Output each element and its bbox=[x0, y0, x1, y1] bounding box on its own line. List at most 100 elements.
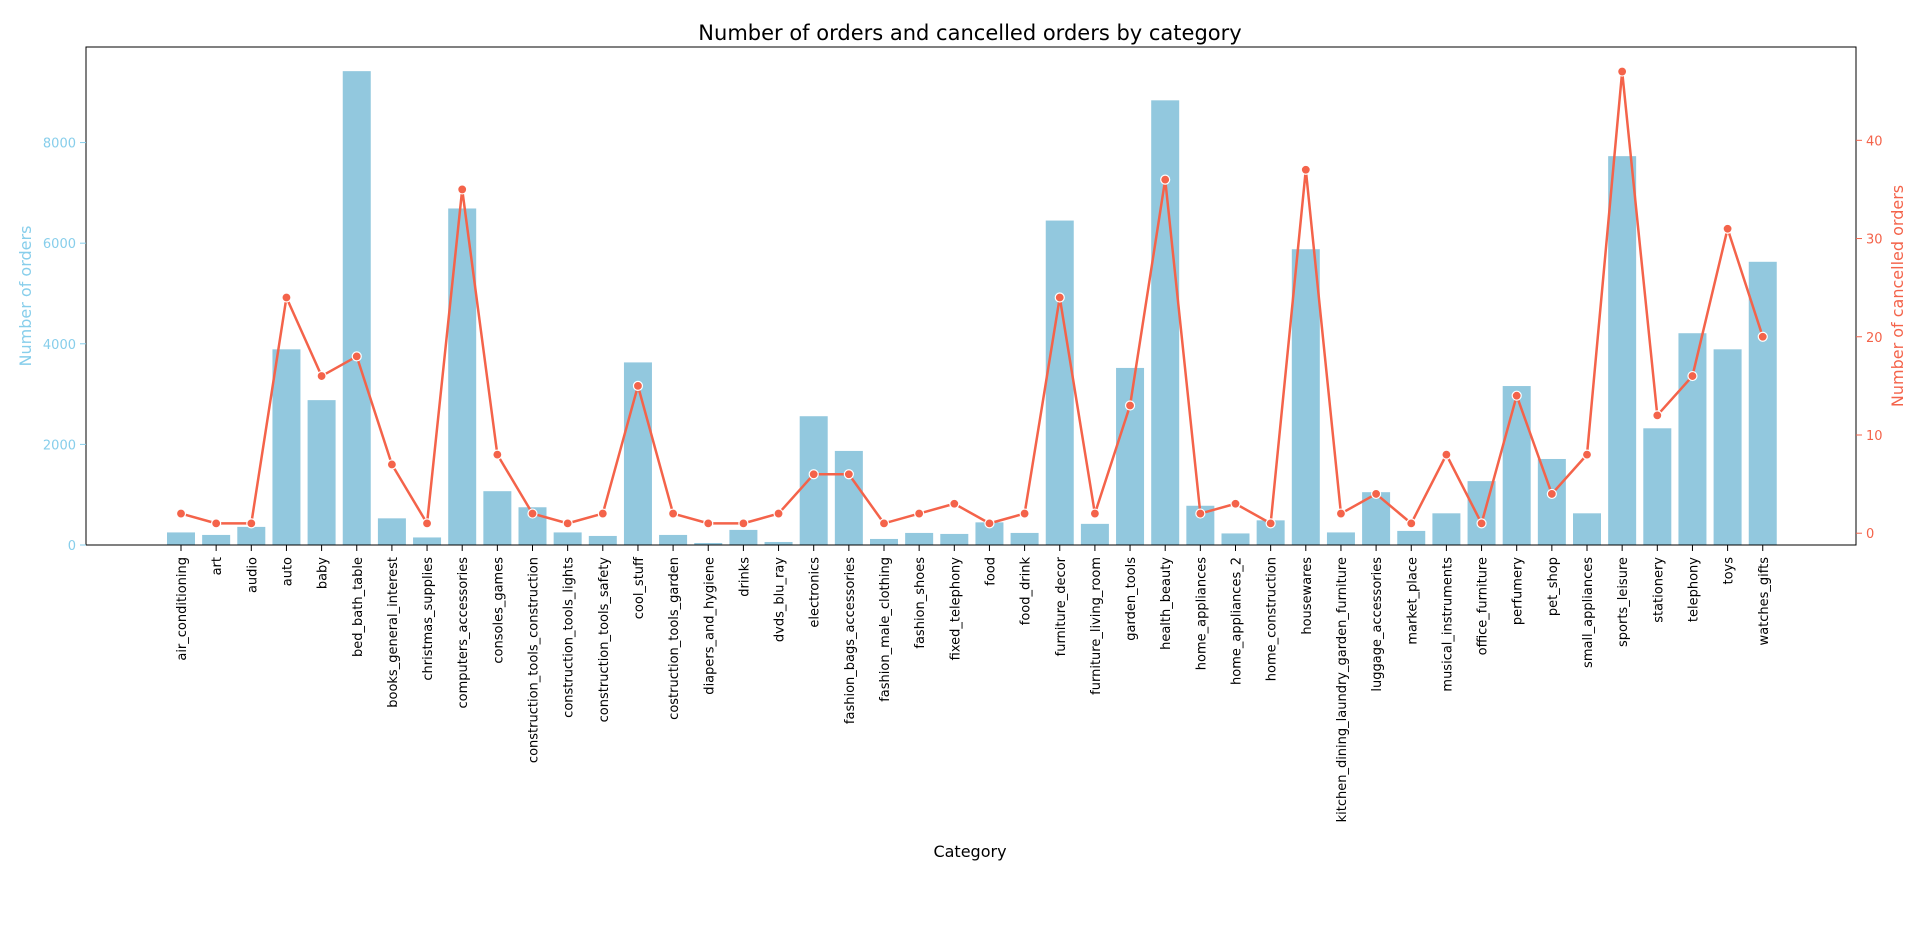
x-tick-label: housewares bbox=[1300, 557, 1315, 635]
x-tick-label: small_appliances bbox=[1581, 557, 1596, 668]
cancelled-point-construction_tools_lights bbox=[562, 518, 573, 529]
cancelled-point-furniture_decor bbox=[1054, 292, 1065, 303]
bar-christmas_supplies bbox=[413, 537, 442, 545]
x-tick-label: food_drink bbox=[1019, 557, 1034, 626]
left-y-tick-label: 8000 bbox=[43, 137, 76, 152]
cancelled-point-dvds_blu_ray bbox=[773, 508, 784, 519]
x-tick-label: consoles_games bbox=[491, 557, 506, 664]
cancelled-point-musical_instruments bbox=[1441, 449, 1452, 460]
x-tick-label: books_general_interest bbox=[386, 557, 401, 708]
cancelled-point-drinks bbox=[738, 518, 749, 529]
x-tick-label: toys bbox=[1722, 557, 1737, 585]
cancelled-point-cool_stuff bbox=[632, 380, 644, 391]
x-tick-label: luggage_accessories bbox=[1370, 557, 1385, 692]
cancelled-point-market_place bbox=[1406, 518, 1417, 529]
x-tick-label: office_furniture bbox=[1476, 557, 1491, 655]
bar-art bbox=[202, 534, 231, 545]
cancelled-point-food_drink bbox=[1019, 508, 1030, 519]
cancelled-line-series bbox=[175, 66, 1768, 529]
cancelled-point-books_general_interest bbox=[386, 459, 397, 470]
cancelled-point-perfumery bbox=[1511, 390, 1522, 401]
x-tick-label: drinks bbox=[737, 557, 752, 597]
left-y-tick-label: 2000 bbox=[43, 438, 76, 453]
bar-construction_tools_safety bbox=[588, 535, 617, 545]
chart-title: Number of orders and cancelled orders by… bbox=[698, 21, 1241, 45]
cancelled-point-sports_leisure bbox=[1617, 66, 1628, 77]
cancelled-point-housewares bbox=[1300, 164, 1311, 175]
x-tick-label: audio bbox=[245, 557, 260, 593]
x-tick-label: pet_shop bbox=[1546, 557, 1561, 616]
x-tick-label: fashion_shoes bbox=[913, 557, 928, 649]
bar-fixed_telephony bbox=[940, 533, 969, 545]
bar-musical_instruments bbox=[1432, 513, 1461, 545]
right-y-axis: 0 10 20 30 40 bbox=[1856, 134, 1883, 542]
cancelled-point-fixed_telephony bbox=[949, 498, 960, 509]
bar-telephony bbox=[1678, 333, 1707, 545]
cancelled-point-office_furniture bbox=[1476, 518, 1487, 529]
x-tick-label: baby bbox=[316, 557, 331, 589]
bar-home_appliances_2 bbox=[1221, 533, 1250, 545]
bar-bed_bath_table bbox=[342, 71, 371, 546]
bar-dvds_blu_ray bbox=[764, 541, 793, 545]
bar-health_beauty bbox=[1151, 100, 1180, 545]
x-tick-label: dvds_blu_ray bbox=[773, 557, 788, 642]
cancelled-point-air_conditioning bbox=[175, 508, 187, 519]
x-tick-label: construction_tools_construction bbox=[527, 557, 542, 763]
x-tick-label: fashion_male_clothing bbox=[878, 557, 893, 702]
cancelled-point-baby bbox=[316, 370, 327, 382]
cancelled-point-bed_bath_table bbox=[351, 351, 362, 362]
y-axis-label: Number of orders bbox=[16, 226, 35, 367]
x-tick-label: sports_leisure bbox=[1616, 557, 1631, 647]
cancelled-point-fashion_bags_accessories bbox=[843, 469, 854, 480]
bar-fashion_male_clothing bbox=[870, 538, 898, 545]
cancelled-point-small_appliances bbox=[1581, 449, 1593, 460]
bar-cool_stuff bbox=[623, 362, 652, 545]
x-tick-label: air_conditioning bbox=[175, 557, 190, 661]
plot-frame bbox=[85, 46, 1857, 546]
cancelled-point-home_appliances_2 bbox=[1230, 498, 1241, 509]
x-axis: air_conditioning art audio auto baby bed_bath… bbox=[175, 545, 1772, 822]
cancelled-point-consoles_games bbox=[492, 449, 503, 460]
bar-books_general_interest bbox=[377, 518, 406, 545]
bar-audio bbox=[237, 526, 266, 545]
x-tick-label: fashion_bags_accessories bbox=[843, 557, 858, 724]
cancelled-point-pet_shop bbox=[1546, 488, 1557, 500]
right-y-tick-label: 20 bbox=[1866, 331, 1883, 346]
x-tick-label: costruction_tools_garden bbox=[667, 557, 682, 720]
cancelled-point-health_beauty bbox=[1160, 174, 1171, 185]
bar-perfumery bbox=[1502, 386, 1531, 545]
bar-food bbox=[975, 522, 1004, 545]
right-y-tick-label: 10 bbox=[1866, 429, 1883, 444]
bar-costruction_tools_garden bbox=[659, 534, 688, 545]
right-y-tick-label: 30 bbox=[1866, 233, 1883, 248]
cancelled-point-watches_gifts bbox=[1757, 331, 1768, 342]
x-tick-label: garden_tools bbox=[1124, 557, 1139, 641]
cancelled-point-toys bbox=[1722, 223, 1733, 234]
bar-stationery bbox=[1643, 428, 1672, 545]
bar-food_drink bbox=[1010, 532, 1039, 545]
right-y-tick-label: 40 bbox=[1866, 134, 1883, 149]
cancelled-point-food bbox=[984, 518, 995, 529]
cancelled-point-telephony bbox=[1687, 370, 1698, 382]
x-tick-label: auto bbox=[280, 557, 295, 586]
bar-fashion_bags_accessories bbox=[834, 450, 863, 545]
x-tick-label: stationery bbox=[1651, 557, 1666, 623]
x-tick-label: telephony bbox=[1686, 557, 1701, 622]
bar-baby bbox=[307, 400, 336, 545]
bar-furniture_living_room bbox=[1080, 523, 1109, 545]
cancelled-point-computers_accessories bbox=[457, 184, 468, 195]
cancelled-point-construction_tools_construction bbox=[527, 508, 538, 519]
bar-furniture_decor bbox=[1045, 220, 1074, 546]
cancelled-point-diapers_and_hygiene bbox=[703, 518, 714, 529]
cancelled-point-luggage_accessories bbox=[1370, 488, 1382, 500]
bar-toys bbox=[1713, 349, 1742, 545]
x-tick-label: watches_gifts bbox=[1757, 557, 1772, 646]
bar-auto bbox=[272, 349, 301, 545]
cancelled-point-auto bbox=[281, 292, 292, 303]
x-tick-label: fixed_telephony bbox=[948, 557, 963, 661]
x-tick-label: electronics bbox=[808, 557, 823, 628]
cancelled-point-costruction_tools_garden bbox=[667, 508, 679, 519]
x-tick-label: diapers_and_hygiene bbox=[702, 557, 717, 695]
x-tick-label: computers_accessories bbox=[456, 557, 471, 709]
